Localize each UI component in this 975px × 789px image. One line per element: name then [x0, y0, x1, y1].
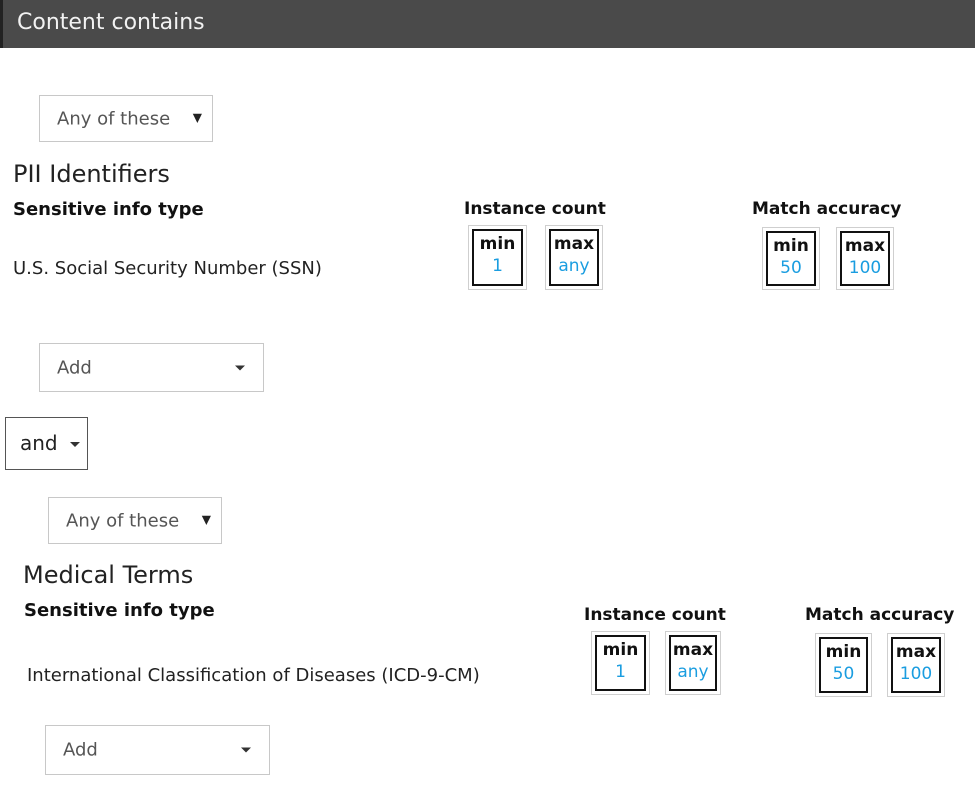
- caret-down-icon: [241, 747, 251, 753]
- group2-operator-dropdown[interactable]: Any of these ▼: [48, 497, 222, 544]
- accuracy-min-field[interactable]: min 50: [815, 633, 872, 697]
- dropdown-value: Add: [63, 739, 98, 761]
- max-label: max: [844, 236, 886, 256]
- accuracy-min-field[interactable]: min 50: [762, 227, 820, 290]
- max-label: max: [553, 234, 595, 254]
- group1-title: PII Identifiers: [13, 160, 170, 188]
- instance-max-field[interactable]: max any: [665, 631, 721, 695]
- caret-down-icon: [70, 442, 80, 447]
- column-header-type: Sensitive info type: [13, 199, 204, 220]
- min-label: min: [602, 640, 639, 660]
- group1-operator-dropdown[interactable]: Any of these ▼: [39, 95, 213, 142]
- column-header-type: Sensitive info type: [24, 600, 215, 621]
- dropdown-value: Any of these: [66, 510, 180, 531]
- max-label: max: [895, 642, 937, 662]
- joiner-dropdown[interactable]: and: [5, 417, 88, 470]
- instance-min-field[interactable]: min 1: [591, 631, 650, 695]
- min-value: 1: [492, 256, 503, 276]
- section-header: Content contains: [0, 0, 975, 48]
- min-label: min: [773, 236, 809, 256]
- min-label: min: [479, 234, 516, 254]
- max-label: max: [672, 640, 714, 660]
- max-value: any: [558, 256, 590, 276]
- caret-down-icon: [235, 365, 245, 370]
- dropdown-arrow-icon: ▼: [192, 110, 202, 125]
- max-value: 100: [899, 664, 933, 684]
- info-type-name: International Classification of Diseases…: [27, 665, 480, 686]
- column-header-accuracy: Match accuracy: [752, 199, 902, 219]
- accuracy-max-field[interactable]: max 100: [887, 633, 945, 697]
- column-header-instance: Instance count: [584, 605, 726, 625]
- instance-min-field[interactable]: min 1: [468, 225, 527, 290]
- accuracy-max-field[interactable]: max 100: [836, 227, 894, 290]
- max-value: any: [677, 662, 709, 682]
- joiner-value: and: [20, 431, 58, 455]
- instance-max-field[interactable]: max any: [545, 225, 603, 290]
- dropdown-value: Add: [57, 357, 92, 378]
- min-label: min: [825, 642, 862, 662]
- dropdown-arrow-icon: ▼: [201, 512, 211, 527]
- dropdown-value: Any of these: [57, 108, 171, 129]
- column-header-accuracy: Match accuracy: [805, 605, 955, 625]
- max-value: 100: [848, 258, 882, 278]
- min-value: 1: [615, 662, 626, 682]
- section-title: Content contains: [17, 10, 205, 35]
- group2-add-dropdown[interactable]: Add: [45, 725, 270, 775]
- group2-title: Medical Terms: [23, 561, 194, 589]
- min-value: 50: [832, 664, 855, 684]
- column-header-instance: Instance count: [464, 199, 606, 219]
- info-type-name: U.S. Social Security Number (SSN): [13, 258, 322, 279]
- min-value: 50: [780, 258, 802, 278]
- group1-add-dropdown[interactable]: Add: [39, 343, 264, 392]
